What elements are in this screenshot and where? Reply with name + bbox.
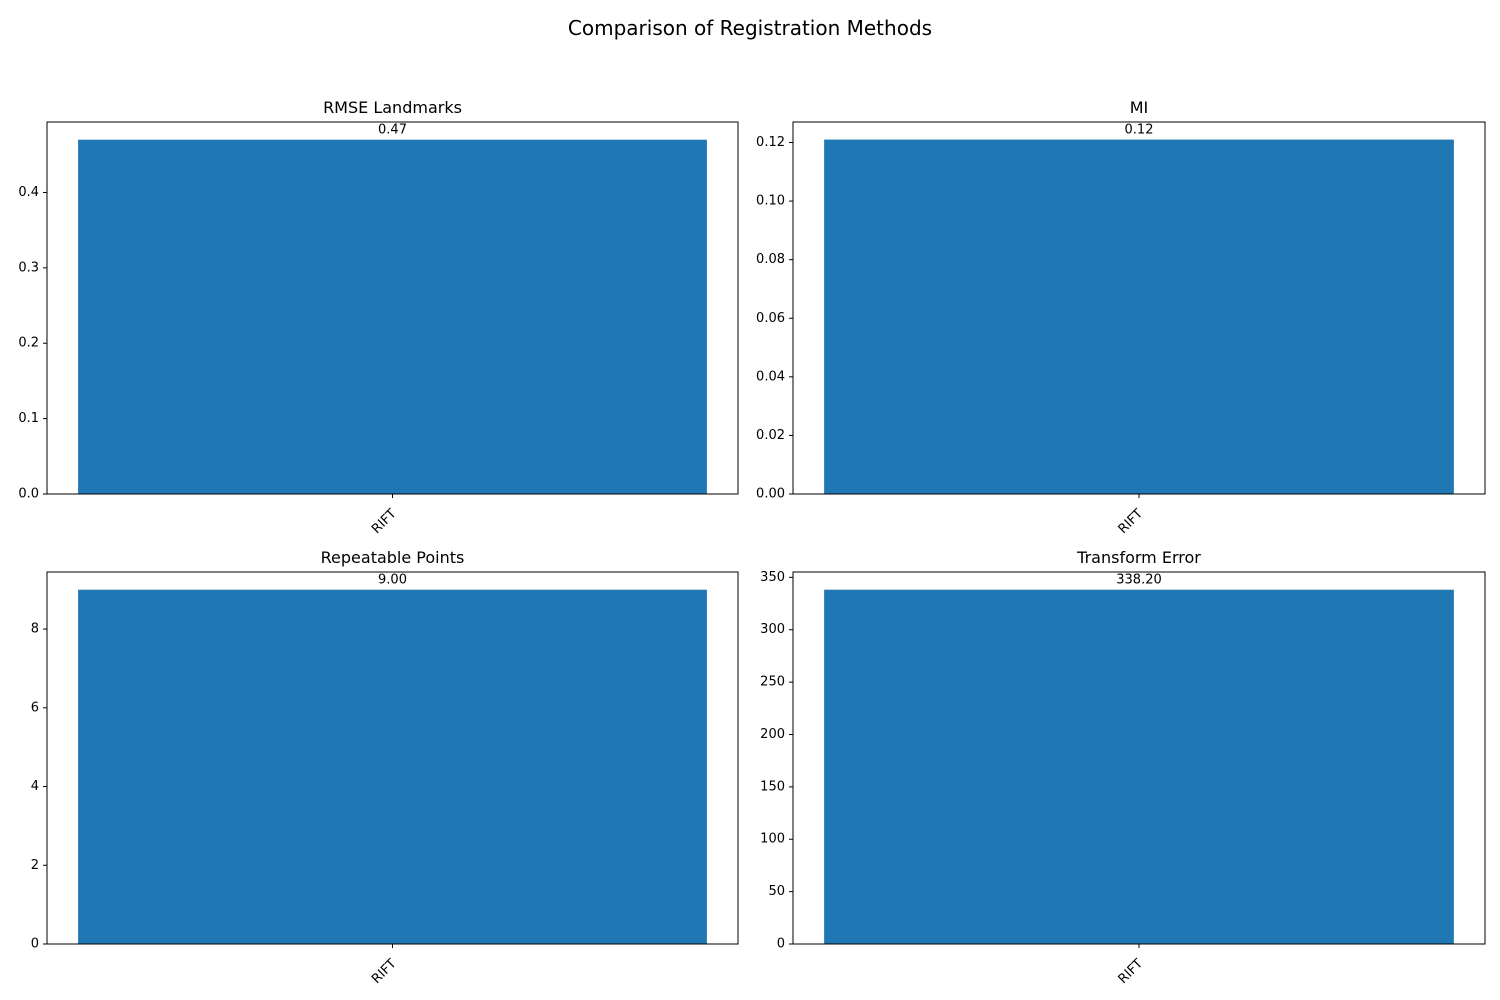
y-tick-label: 2 xyxy=(31,858,39,873)
bar-value-label: 9.00 xyxy=(378,573,407,588)
y-tick-label: 8 xyxy=(31,622,39,637)
y-tick-label: 100 xyxy=(760,832,785,847)
y-tick-label: 0.3 xyxy=(18,260,39,275)
y-tick-label: 0.04 xyxy=(756,369,785,384)
y-tick-label: 0.08 xyxy=(756,252,785,267)
y-tick-label: 0.4 xyxy=(18,185,39,200)
y-tick-label: 0.2 xyxy=(18,336,39,351)
axes-frame xyxy=(792,121,1486,495)
y-tick-label: 0.1 xyxy=(18,411,39,426)
bar-rift xyxy=(824,139,1454,494)
figure-title: Comparison of Registration Methods xyxy=(568,16,932,40)
axes-frame xyxy=(46,571,739,945)
bar-rift xyxy=(824,589,1454,944)
y-tick-label: 4 xyxy=(31,779,39,794)
y-tick-label: 6 xyxy=(31,700,39,715)
y-tick-label: 0.12 xyxy=(756,135,785,150)
y-tick-label: 350 xyxy=(760,570,785,585)
axes-frame xyxy=(792,571,1486,945)
y-tick-label: 150 xyxy=(760,779,785,794)
y-tick-label: 0.0 xyxy=(18,487,39,502)
y-tick-label: 0.02 xyxy=(756,428,785,443)
subplot-title: MI xyxy=(1130,98,1149,117)
subplot-title: Transform Error xyxy=(1076,548,1201,567)
y-tick-label: 200 xyxy=(760,727,785,742)
bar-rift xyxy=(78,139,707,494)
axes-frame xyxy=(46,121,739,495)
bar-value-label: 0.12 xyxy=(1125,123,1154,138)
subplot-title: RMSE Landmarks xyxy=(323,98,462,117)
subplot-4: 338.20RIFT050100150200250300350Transform… xyxy=(760,548,1486,987)
y-tick-label: 50 xyxy=(768,884,785,899)
y-tick-label: 0.00 xyxy=(756,487,785,502)
subplot-title: Repeatable Points xyxy=(321,548,465,567)
y-tick-label: 0.06 xyxy=(756,311,785,326)
y-tick-label: 250 xyxy=(760,675,785,690)
y-tick-label: 0.10 xyxy=(756,194,785,209)
bar-value-label: 0.47 xyxy=(378,123,407,138)
bar-rift xyxy=(78,589,707,944)
y-tick-label: 0 xyxy=(31,937,39,952)
y-tick-label: 0 xyxy=(777,937,785,952)
bar-value-label: 338.20 xyxy=(1116,573,1162,588)
y-tick-label: 300 xyxy=(760,622,785,637)
